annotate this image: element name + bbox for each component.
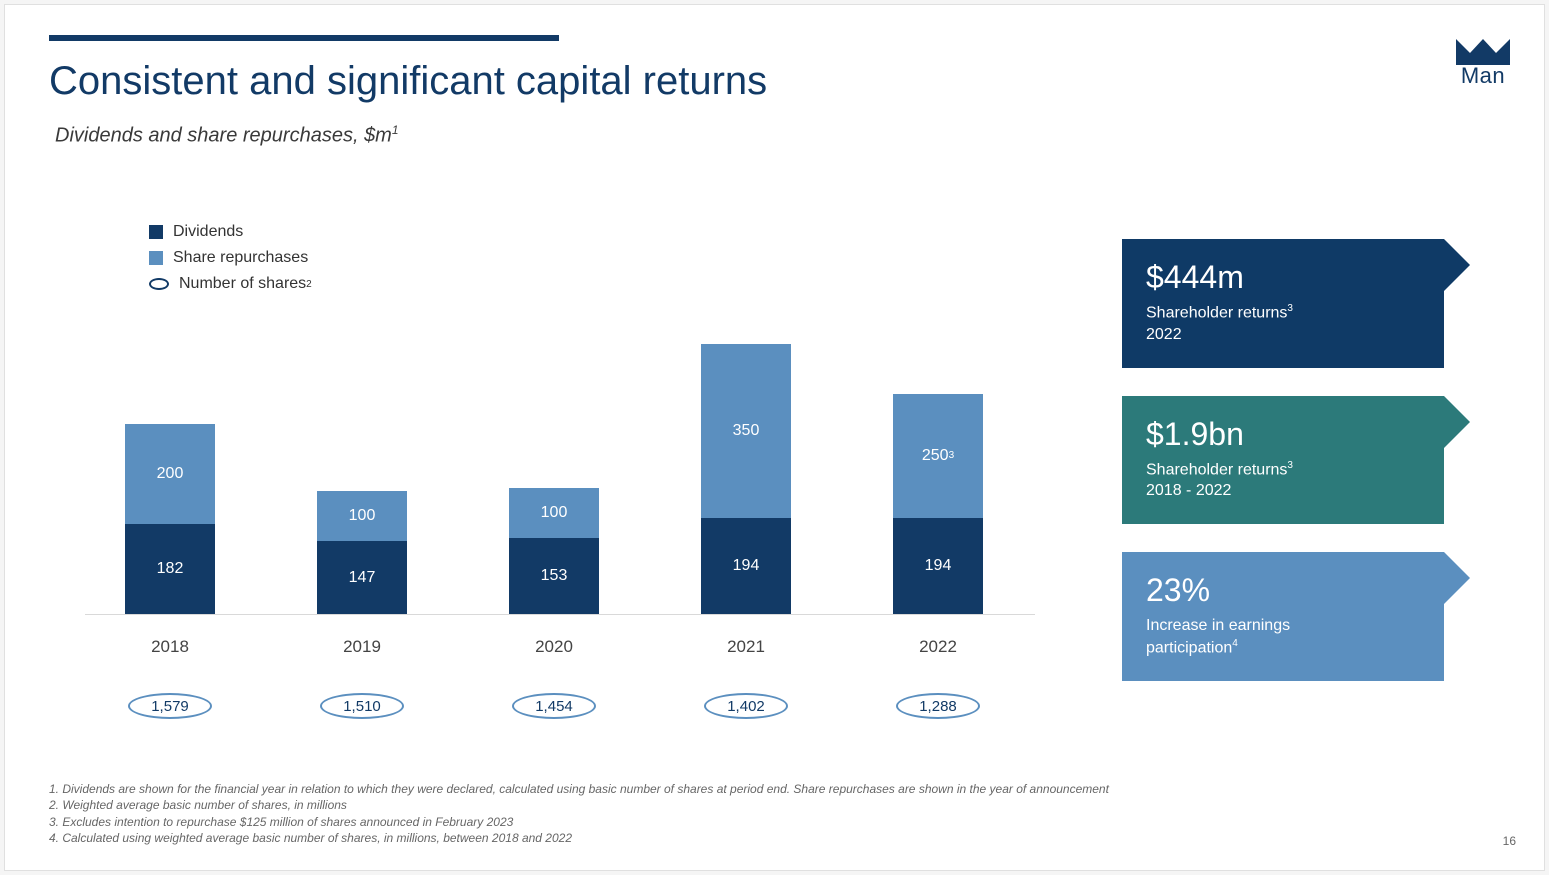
shares-oval: 1,288 bbox=[896, 693, 980, 719]
bar-value-dividends: 194 bbox=[925, 557, 952, 575]
shares-oval: 1,402 bbox=[704, 693, 788, 719]
bar-seg-dividends: 147 bbox=[317, 541, 407, 614]
page-number: 16 bbox=[1503, 834, 1516, 848]
legend-item-shares: Number of shares2 bbox=[149, 275, 312, 293]
tile-notch-icon bbox=[1444, 239, 1470, 291]
bar-group: 2503 194 bbox=[893, 394, 983, 614]
x-axis-label: 2020 bbox=[509, 637, 599, 657]
bar-seg-dividends: 153 bbox=[509, 538, 599, 614]
tile-notch-icon bbox=[1444, 396, 1470, 448]
tile-notch-icon bbox=[1444, 552, 1470, 604]
shares-oval: 1,579 bbox=[128, 693, 212, 719]
bar-value-repurchases: 100 bbox=[349, 507, 376, 525]
legend-label-dividends: Dividends bbox=[173, 223, 243, 241]
x-axis-label: 2018 bbox=[125, 637, 215, 657]
legend-swatch-dividends bbox=[149, 225, 163, 239]
chart-x-labels: 2018 2019 2020 2021 2022 bbox=[85, 627, 1035, 655]
footnote-line: 1. Dividends are shown for the financial… bbox=[49, 781, 1109, 797]
footnote-line: 4. Calculated using weighted average bas… bbox=[49, 830, 1109, 846]
bar-value-repurchases: 350 bbox=[733, 422, 760, 440]
title-rule bbox=[49, 35, 559, 41]
legend-item-dividends: Dividends bbox=[149, 223, 312, 241]
logo-word: Man bbox=[1456, 63, 1510, 89]
legend-swatch-shares bbox=[149, 278, 169, 290]
callout-value: $444m bbox=[1146, 259, 1420, 296]
legend-item-repurchases: Share repurchases bbox=[149, 249, 312, 267]
bar-value-dividends: 194 bbox=[733, 557, 760, 575]
subtitle-sup: 1 bbox=[392, 123, 399, 137]
chart-legend: Dividends Share repurchases Number of sh… bbox=[149, 223, 312, 301]
legend-swatch-repurchases bbox=[149, 251, 163, 265]
bar-seg-dividends: 182 bbox=[125, 524, 215, 614]
callout-tile: $444m Shareholder returns32022 bbox=[1122, 239, 1444, 368]
shares-oval: 1,454 bbox=[512, 693, 596, 719]
callout-tile: 23% Increase in earningsparticipation4 bbox=[1122, 552, 1444, 681]
slide: Consistent and significant capital retur… bbox=[4, 4, 1545, 871]
bar-value-dividends: 147 bbox=[349, 569, 376, 587]
bar-group: 200 182 bbox=[125, 424, 215, 614]
x-axis-label: 2022 bbox=[893, 637, 983, 657]
capital-returns-chart: 200 182 100 147 100 153 350 194 2503 194 2018 2019… bbox=[85, 345, 1035, 725]
bar-seg-dividends: 194 bbox=[701, 518, 791, 614]
bar-value-dividends: 182 bbox=[157, 560, 184, 578]
bar-value-repurchases: 250 bbox=[922, 447, 949, 465]
callout-caption: Shareholder returns32018 - 2022 bbox=[1146, 459, 1420, 503]
bar-value-dividends: 153 bbox=[541, 567, 568, 585]
footnote-line: 2. Weighted average basic number of shar… bbox=[49, 797, 1109, 813]
page-subtitle: Dividends and share repurchases, $m1 bbox=[55, 123, 399, 148]
bar-seg-repurchases: 100 bbox=[509, 488, 599, 538]
callout-value: 23% bbox=[1146, 572, 1420, 609]
bar-seg-repurchases: 2503 bbox=[893, 394, 983, 518]
brand-logo: Man bbox=[1456, 31, 1510, 89]
bar-seg-repurchases: 100 bbox=[317, 491, 407, 541]
callout-value: $1.9bn bbox=[1146, 416, 1420, 453]
callout-tile: $1.9bn Shareholder returns32018 - 2022 bbox=[1122, 396, 1444, 525]
x-axis-label: 2021 bbox=[701, 637, 791, 657]
bar-group: 350 194 bbox=[701, 344, 791, 614]
subtitle-text: Dividends and share repurchases, $m bbox=[55, 125, 392, 147]
legend-label-shares: Number of shares bbox=[179, 275, 306, 293]
callout-tiles: $444m Shareholder returns32022 $1.9bn Share… bbox=[1122, 239, 1444, 709]
bar-seg-repurchases: 200 bbox=[125, 424, 215, 523]
callout-caption: Increase in earningsparticipation4 bbox=[1146, 615, 1420, 659]
logo-mark-icon bbox=[1456, 31, 1510, 65]
page-title: Consistent and significant capital retur… bbox=[49, 59, 767, 104]
legend-label-shares-sup: 2 bbox=[306, 279, 312, 290]
shares-oval: 1,510 bbox=[320, 693, 404, 719]
bar-seg-repurchases: 350 bbox=[701, 344, 791, 518]
bar-value-repurchases: 200 bbox=[157, 465, 184, 483]
bar-group: 100 147 bbox=[317, 491, 407, 614]
callout-caption: Shareholder returns32022 bbox=[1146, 302, 1420, 346]
bar-seg-dividends: 194 bbox=[893, 518, 983, 614]
bar-group: 100 153 bbox=[509, 488, 599, 614]
x-axis-label: 2019 bbox=[317, 637, 407, 657]
footnotes: 1. Dividends are shown for the financial… bbox=[49, 781, 1109, 846]
chart-shares-ovals: 1,579 1,510 1,454 1,402 1,288 bbox=[85, 693, 1035, 725]
footnote-line: 3. Excludes intention to repurchase $125… bbox=[49, 814, 1109, 830]
chart-plot-area: 200 182 100 147 100 153 350 194 2503 194 bbox=[85, 345, 1035, 615]
legend-label-repurchases: Share repurchases bbox=[173, 249, 308, 267]
bar-value-repurchases: 100 bbox=[541, 504, 568, 522]
